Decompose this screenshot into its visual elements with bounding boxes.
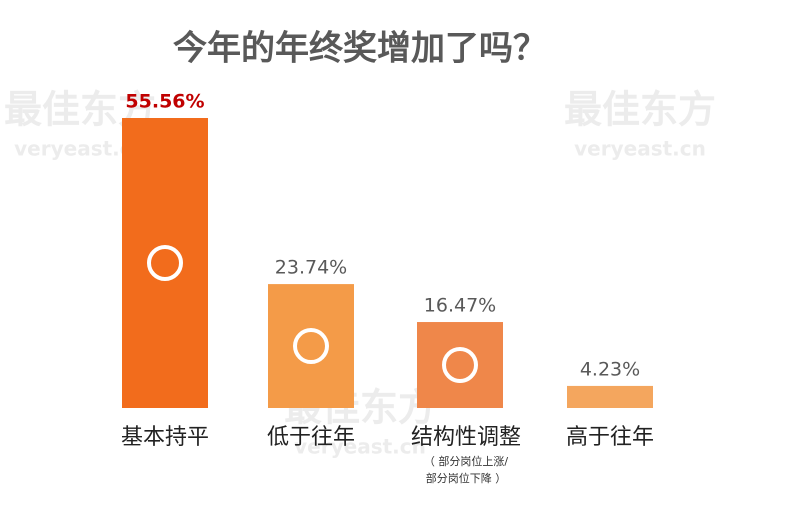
value-label: 16.47% [424,295,496,317]
watermark: veryeast.cn [294,435,426,459]
bar [567,385,653,408]
bar [122,118,208,408]
bar-icon [442,347,478,384]
value-label: 55.56% [125,91,204,113]
annotation: 部分岗位下降 ） [426,471,507,485]
bar-icon [293,328,329,365]
annotation: （ 部分岗位上涨/ [424,454,508,468]
chart-title: 今年的年终奖增加了吗？ [173,29,547,69]
bar [417,322,503,408]
bar-icon [147,245,183,281]
watermark: 最佳东方 [564,88,716,132]
x-tick-label: 基本持平 [121,425,209,450]
watermark: veryeast.cn [574,137,706,161]
x-tick-label: 高于往年 [566,425,654,450]
bar [268,284,354,408]
value-label: 4.23% [580,358,640,380]
value-label: 23.74% [275,257,347,279]
x-tick-label: 结构性调整 [411,425,521,450]
x-tick-label: 低于往年 [267,425,355,450]
